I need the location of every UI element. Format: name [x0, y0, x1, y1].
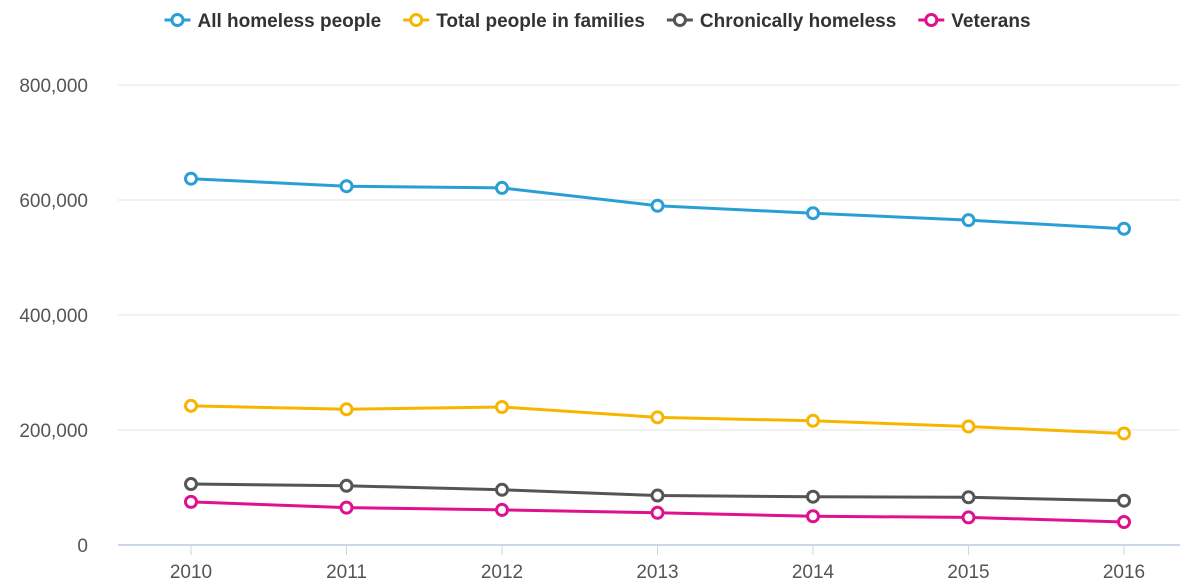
data-point[interactable]: [186, 496, 197, 507]
series-total-people-in-families: [186, 400, 1130, 439]
legend-item-veterans[interactable]: Veterans: [918, 11, 1030, 32]
y-tick-label: 0: [77, 536, 88, 557]
data-point[interactable]: [963, 215, 974, 226]
data-point[interactable]: [1119, 428, 1130, 439]
data-point[interactable]: [808, 208, 819, 219]
x-axis: 2010 2011 2012 2013 2014 2015 2016: [118, 545, 1180, 583]
series-chronically-homeless: [186, 479, 1130, 507]
data-point[interactable]: [341, 181, 352, 192]
series-all-homeless-people: [186, 173, 1130, 234]
legend-symbol-marker: [674, 15, 685, 26]
data-point[interactable]: [341, 404, 352, 415]
data-point[interactable]: [1119, 517, 1130, 528]
legend-label: Total people in families: [436, 11, 645, 32]
x-tick-label: 2011: [326, 562, 367, 583]
legend: All homeless people Total people in famil…: [164, 11, 1030, 32]
data-point[interactable]: [963, 421, 974, 432]
data-point[interactable]: [497, 402, 508, 413]
data-point[interactable]: [497, 484, 508, 495]
data-point[interactable]: [808, 511, 819, 522]
data-point[interactable]: [186, 479, 197, 490]
y-tick-label: 200,000: [19, 421, 88, 442]
data-point[interactable]: [652, 507, 663, 518]
legend-item-total-people-in-families[interactable]: Total people in families: [403, 11, 645, 32]
data-point[interactable]: [652, 490, 663, 501]
data-point[interactable]: [808, 491, 819, 502]
legend-item-chronically-homeless[interactable]: Chronically homeless: [667, 11, 896, 32]
grid: [118, 85, 1180, 430]
data-point[interactable]: [497, 182, 508, 193]
data-point[interactable]: [963, 492, 974, 503]
x-tick-label: 2015: [947, 562, 989, 583]
y-tick-label: 800,000: [19, 76, 88, 97]
legend-item-all-homeless-people[interactable]: All homeless people: [164, 11, 381, 32]
x-tick-label: 2016: [1103, 562, 1145, 583]
data-point[interactable]: [341, 480, 352, 491]
data-point[interactable]: [186, 173, 197, 184]
legend-label: Chronically homeless: [700, 11, 896, 32]
data-point[interactable]: [186, 400, 197, 411]
x-tick-label: 2014: [792, 562, 835, 583]
legend-symbol-marker: [172, 15, 183, 26]
legend-label: All homeless people: [197, 11, 381, 32]
x-tick-label: 2010: [170, 562, 212, 583]
legend-symbol-marker: [411, 15, 422, 26]
x-tick-label: 2013: [636, 562, 678, 583]
plot-area: [186, 173, 1130, 527]
data-point[interactable]: [497, 504, 508, 515]
legend-symbol-marker: [926, 15, 937, 26]
y-tick-label: 400,000: [19, 306, 88, 327]
data-point[interactable]: [652, 412, 663, 423]
data-point[interactable]: [808, 415, 819, 426]
data-point[interactable]: [963, 512, 974, 523]
x-tick-label: 2012: [481, 562, 523, 583]
data-point[interactable]: [1119, 223, 1130, 234]
y-axis: 0 200,000 400,000 600,000 800,000: [19, 76, 88, 557]
legend-label: Veterans: [951, 11, 1030, 32]
data-point[interactable]: [341, 502, 352, 513]
data-point[interactable]: [652, 200, 663, 211]
data-point[interactable]: [1119, 495, 1130, 506]
y-tick-label: 600,000: [19, 191, 88, 212]
